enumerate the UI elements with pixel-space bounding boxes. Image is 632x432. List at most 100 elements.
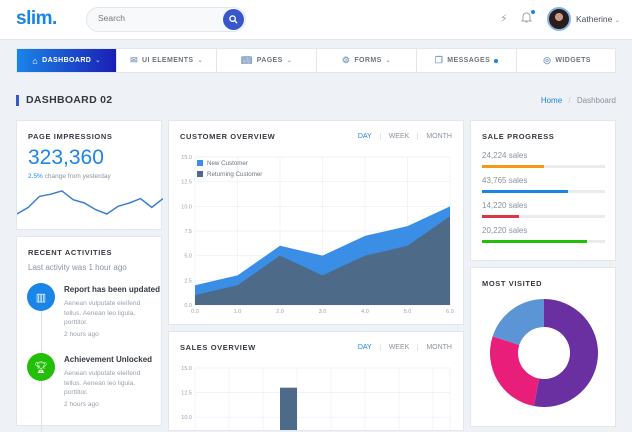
avatar[interactable] [547,7,571,31]
most-visited-card: MOST VISITED [470,267,616,427]
svg-text:10.0: 10.0 [181,204,192,210]
sale-progress-item: 20,220 sales [482,226,605,243]
svg-text:5.0: 5.0 [404,309,412,315]
trophy-icon: 🏆︎ [27,353,55,381]
wave-icon: ◎ [543,55,552,65]
period-tabs: DAY WEEK MONTH [350,344,452,351]
customer-overview-card: CUSTOMER OVERVIEW DAY WEEK MONTH 0.0 2.5 5… [168,120,464,325]
svg-text:4.0: 4.0 [361,309,369,315]
svg-text:0.0: 0.0 [191,309,199,315]
sale-count: 20,220 sales [482,226,528,235]
most-visited-donut [490,299,598,407]
svg-text:10.0: 10.0 [181,415,192,421]
card-title: SALES OVERVIEW [180,343,256,352]
svg-text:2.0: 2.0 [276,309,284,315]
activity-desc: Aenean vulputate eleifend tellus. Aenean… [64,300,141,326]
nav-pages[interactable]: 📖︎ PAGES ⌄ [217,49,317,72]
recent-activities-card: RECENT ACTIVITIES Last activity was 1 ho… [16,236,162,432]
change-text: change from yesterday [42,173,111,180]
change-pct: 2.5% [28,173,43,180]
card-title: MOST VISITED [482,279,543,288]
nav-label: WIDGETS [555,57,591,64]
svg-text:5.0: 5.0 [184,254,192,260]
tab-month[interactable]: MONTH [417,344,452,351]
svg-text:15.0: 15.0 [181,366,192,372]
nav-label: FORMS [354,57,382,64]
progress-bar [482,190,605,193]
tab-day[interactable]: DAY [357,344,372,351]
progress-bar [482,240,605,243]
customer-area-chart: 0.0 2.5 5.0 7.5 10.0 12.5 15.0 0.0 1.0 2.0 3.0 4.0 5… [181,155,454,315]
search-input[interactable] [98,13,208,23]
chevron-down-icon: ⌄ [95,58,101,64]
tab-month[interactable]: MONTH [417,133,452,140]
tab-day[interactable]: DAY [357,133,372,140]
search-button[interactable] [223,9,244,30]
progress-fill [482,190,569,193]
card-title: SALE PROGRESS [482,132,555,141]
impressions-value: 323,360 [28,146,104,169]
sale-progress-item: 24,224 sales [482,151,605,168]
sale-progress-item: 43,765 sales [482,176,605,193]
page-impressions-card: PAGE IMPRESSIONS 323,360 2.5% change fro… [16,120,163,230]
bell-icon[interactable] [520,11,533,26]
activities-subtitle: Last activity was 1 hour ago [28,263,127,272]
tab-week[interactable]: WEEK [379,344,418,351]
home-icon: ⌂ [32,55,39,66]
impressions-change: 2.5% change from yesterday [28,173,111,180]
activity-item[interactable]: 🏆︎ Achievement Unlocked Aenean vulputate… [27,353,167,423]
search-icon [229,15,238,24]
main-nav: ⌂ DASHBOARD ⌄ ✉ UI ELEMENTS ⌄ 📖︎ PAGES ⌄… [16,48,616,73]
legend-new: New Customer [197,159,262,170]
tab-week[interactable]: WEEK [379,133,418,140]
card-title: PAGE IMPRESSIONS [28,132,113,141]
sale-count: 43,765 sales [482,176,528,185]
chart-legend: New Customer Returning Customer [197,159,262,180]
gear-icon: ⚙ [341,55,351,65]
user-menu[interactable]: Katherine ⌄ [576,14,620,24]
progress-fill [482,165,544,168]
nav-dashboard[interactable]: ⌂ DASHBOARD ⌄ [17,49,117,72]
breadcrumb-sep: / [568,96,571,105]
card-title: RECENT ACTIVITIES [28,248,113,257]
bar-chart-icon: ▥ [27,283,55,311]
nav-forms[interactable]: ⚙ FORMS ⌄ [317,49,417,72]
svg-text:12.5: 12.5 [181,391,192,397]
svg-text:15.0: 15.0 [181,155,192,161]
progress-bar [482,215,605,218]
chevron-down-icon: ⌄ [197,58,203,64]
svg-text:1.0: 1.0 [234,309,242,315]
svg-text:3.0: 3.0 [319,309,327,315]
sale-progress-item: 14,220 sales [482,201,605,218]
logo[interactable]: slim. [16,8,57,29]
progress-fill [482,215,519,218]
breadcrumb-home[interactable]: Home [540,96,563,105]
unread-dot [494,58,499,63]
chat-icon: ❐ [434,55,444,65]
nav-messages[interactable]: ❐ MESSAGES [417,49,517,72]
chevron-down-icon: ⌄ [286,58,293,64]
nav-ui-elements[interactable]: ✉ UI ELEMENTS ⌄ [117,49,217,72]
activity-time: 2 hours ago [64,401,99,408]
svg-text:2.5: 2.5 [184,278,192,284]
search-box [86,7,246,32]
progress-bar [482,165,605,168]
nav-label: MESSAGES [447,57,491,64]
lightning-icon[interactable]: ⚡︎ [500,13,508,25]
nav-widgets[interactable]: ◎ WIDGETS [517,49,617,72]
impressions-sparkline [17,190,163,215]
chevron-down-icon: ⌄ [385,58,392,64]
activity-item[interactable]: ▥ Report has been updated Aenean vulputa… [27,283,167,353]
top-header: slim. ⚡︎ Katherine ⌄ [0,0,632,40]
page-title: DASHBOARD 02 [16,95,112,106]
legend-label: New Customer [207,160,248,167]
activity-title: Achievement Unlocked [64,355,153,364]
svg-text:0.0: 0.0 [184,303,192,309]
envelope-icon: ✉ [130,55,139,65]
legend-label: Returning Customer [207,170,263,178]
card-title: CUSTOMER OVERVIEW [180,132,276,141]
legend-returning: Returning Customer [197,170,262,181]
period-tabs: DAY WEEK MONTH [350,133,452,140]
svg-text:7.5: 7.5 [184,229,192,235]
user-name: Katherine [576,14,613,24]
